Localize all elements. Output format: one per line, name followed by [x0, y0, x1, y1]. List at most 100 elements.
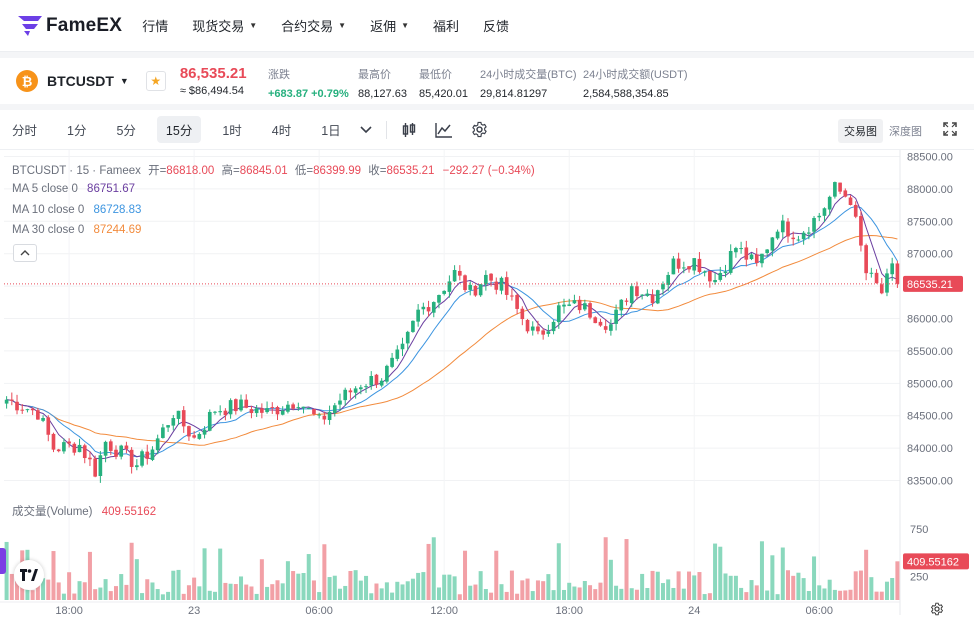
volume-bar	[468, 585, 473, 600]
volume-bar	[780, 547, 785, 600]
volume-bar	[421, 572, 426, 600]
candle-body	[838, 182, 842, 192]
candle-body	[150, 449, 155, 460]
timeframe-1[interactable]: 1分	[67, 124, 87, 138]
volume-bar	[311, 580, 316, 600]
timeframe-6[interactable]: 1日	[321, 124, 341, 138]
volume-bar	[93, 589, 98, 600]
legend-change: −292.27 (−0.34%)	[442, 165, 535, 177]
candle-body	[723, 271, 728, 274]
candle-body	[270, 407, 275, 409]
candle-body	[577, 299, 582, 311]
price-tick-label: 85000.00	[907, 378, 953, 390]
candle-body	[390, 357, 394, 367]
volume-bar	[556, 543, 561, 600]
candle-body	[353, 388, 358, 393]
nav-item-3[interactable]: 返佣 ▼	[370, 16, 409, 35]
favorite-star-icon[interactable]: ★	[145, 71, 166, 91]
volume-bar	[56, 582, 61, 600]
nav-item-5[interactable]: 反馈	[483, 16, 509, 35]
candle-body	[530, 326, 535, 331]
tradingview-logo-icon[interactable]	[14, 560, 44, 590]
timeframe-2[interactable]: 5分	[116, 124, 136, 138]
timeframe-5[interactable]: 4时	[271, 124, 292, 138]
brand-logo[interactable]: FameEX	[18, 15, 122, 37]
nav-item-4[interactable]: 福利	[433, 16, 459, 35]
candle-body	[812, 217, 816, 232]
candle-body	[640, 294, 644, 296]
candles-icon[interactable]	[401, 122, 417, 138]
candle-body	[598, 321, 603, 326]
volume-bar	[270, 584, 275, 600]
ma10-legend: MA 10 close 0 86728.83	[12, 204, 141, 216]
candle-body	[749, 254, 754, 260]
volume-bar	[390, 592, 395, 600]
volume-bar	[739, 587, 744, 600]
candle-body	[833, 182, 837, 197]
price-tick-label: 85500.00	[907, 346, 953, 358]
volume-bar	[51, 551, 56, 600]
candle-body	[541, 330, 545, 335]
nav-item-0[interactable]: 行情	[142, 16, 168, 35]
stat-label: 最低价	[419, 69, 452, 81]
timeframe-3[interactable]: 15分	[156, 116, 202, 143]
volume-bar	[504, 591, 509, 600]
last-volume-tag	[903, 553, 969, 570]
dropdown-chevron-icon[interactable]	[360, 125, 372, 134]
volume-bar	[457, 594, 462, 600]
candlestick-chart[interactable]: 88500.0088000.0087500.0087000.0086500.00…	[0, 150, 974, 625]
volume-bar	[322, 544, 327, 600]
settings-gear-icon[interactable]	[471, 121, 488, 138]
tab-depth-chart[interactable]: 深度图	[889, 126, 922, 138]
volume-bar	[671, 587, 676, 600]
candle-body	[874, 272, 879, 284]
nav-item-1[interactable]: 现货交易 ▼	[192, 16, 257, 35]
nav-item-label: 合约交易	[281, 19, 334, 34]
volume-bar	[645, 587, 650, 600]
timeframe-4[interactable]: 1时	[222, 124, 242, 138]
volume-bar	[608, 559, 613, 600]
collapse-legend-button[interactable]	[13, 244, 37, 262]
caret-down-icon: ▼	[401, 21, 410, 30]
volume-bar	[692, 575, 697, 600]
brand-name: FameEX	[46, 14, 123, 36]
volume-legend: 成交量(Volume) 409.55162	[12, 503, 156, 519]
candle-body	[93, 458, 97, 477]
timeframe-0[interactable]: 分时	[12, 124, 38, 138]
volume-bar	[447, 574, 452, 600]
ma30-label: MA 30 close 0	[12, 224, 85, 236]
nav-item-2[interactable]: 合约交易 ▼	[281, 16, 346, 35]
candle-body	[473, 285, 478, 296]
fullscreen-icon[interactable]	[942, 121, 960, 139]
axis-settings-icon[interactable]	[930, 602, 944, 619]
volume-bar	[572, 586, 577, 600]
indicators-icon[interactable]	[434, 122, 453, 138]
volume-bar	[634, 589, 639, 600]
volume-bar	[551, 590, 556, 600]
volume-bar	[660, 583, 665, 600]
symbol-selector[interactable]: BTCUSDT ▼	[47, 73, 129, 89]
volume-bar	[285, 561, 290, 600]
volume-bar	[436, 587, 441, 600]
volume-bar	[239, 576, 244, 600]
candle-body	[895, 263, 900, 284]
volume-bar	[223, 582, 228, 600]
volume-bar	[400, 584, 405, 600]
tab-trading-chart[interactable]: 交易图	[838, 119, 883, 143]
candle-body	[520, 308, 525, 320]
candle-body	[395, 349, 400, 359]
volume-bar	[869, 577, 874, 600]
volume-bar	[202, 548, 207, 600]
volume-label: 成交量(Volume)	[12, 506, 93, 518]
volume-bar	[134, 559, 139, 600]
candle-body	[671, 258, 676, 275]
volume-bar	[650, 570, 655, 600]
volume-bar	[520, 580, 525, 600]
volume-bar	[509, 570, 514, 600]
volume-bar	[853, 571, 858, 600]
volume-bar	[619, 588, 624, 600]
caret-down-icon: ▼	[338, 21, 347, 30]
candle-body	[218, 411, 223, 413]
side-panel-tab[interactable]	[0, 548, 6, 574]
top-nav: FameEX 行情 现货交易 ▼ 合约交易 ▼ 返佣 ▼ 福利 反馈	[0, 0, 974, 52]
